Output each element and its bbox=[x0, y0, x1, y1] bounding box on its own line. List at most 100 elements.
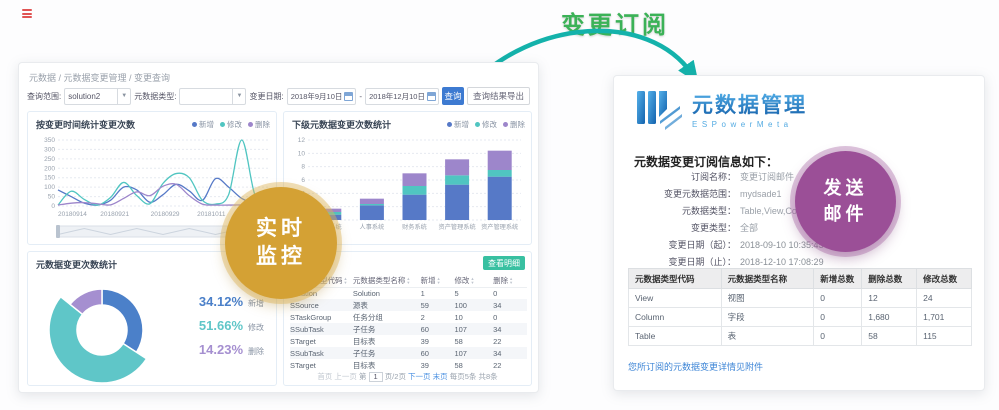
date-separator: - bbox=[359, 91, 363, 101]
chevron-down-icon: ▼ bbox=[232, 88, 245, 104]
calendar-icon bbox=[344, 91, 354, 101]
page-title: 变更订阅 bbox=[561, 12, 669, 39]
send-mail-badge: 发送 邮件 bbox=[795, 151, 896, 252]
donut-chart-card: 元数据变更次数统计 34.12% 新增 51.66% 修改 14.23% 删除 bbox=[27, 251, 277, 386]
table-row: Column 字段 0 1,680 1,701 bbox=[628, 307, 972, 327]
prev-page-link[interactable]: 上一页 bbox=[334, 372, 357, 381]
report-heading: 元数据变更订阅信息如下： bbox=[634, 155, 779, 169]
legend-item[interactable]: 修改 bbox=[475, 119, 497, 130]
legend-dot-icon bbox=[503, 122, 508, 127]
date-label: 变更日期: bbox=[249, 91, 284, 101]
type-select[interactable]: ▼ bbox=[179, 87, 247, 105]
legend-dot-icon bbox=[192, 122, 197, 127]
table-row: SSubTask 子任务 60 107 34 bbox=[290, 323, 527, 335]
table-row: STarget 目标表 39 58 22 bbox=[290, 336, 502, 346]
table-row: SolutionSolution150 bbox=[290, 288, 498, 298]
stat-row: 14.23% 删除 bbox=[198, 342, 264, 357]
svg-text:150: 150 bbox=[44, 175, 55, 182]
svg-text:20180929: 20180929 bbox=[151, 211, 180, 218]
stat-row: 51.66% 修改 bbox=[198, 318, 264, 333]
calendar-icon bbox=[426, 91, 436, 101]
pagination: 首页 上一页 第 页/2页 下一页 末页 每页5条 共8条 bbox=[284, 371, 531, 382]
svg-text:财务系统: 财务系统 bbox=[402, 223, 427, 231]
last-page-link[interactable]: 末页 bbox=[432, 372, 448, 381]
subscription-fields: 订阅名称： 变更订阅邮件变更元数据范围： mydsade1 元数据类型： Table,V… bbox=[628, 171, 824, 273]
field-row: 订阅名称： 变更订阅邮件 bbox=[690, 172, 795, 182]
first-page-link[interactable]: 首页 bbox=[317, 372, 333, 381]
sort-icon: ▲ ▼ bbox=[509, 276, 514, 285]
column-header[interactable]: 删除▲ ▼ bbox=[493, 274, 527, 288]
chart-legend: 新增 修改 删除 bbox=[192, 119, 270, 130]
line-chart-card: 按变更时间统计变更次数 新增 修改 删除 0 50 100 150 200 250 300 350… bbox=[27, 111, 277, 245]
view-detail-button[interactable]: 查看明细 bbox=[483, 256, 525, 270]
table-row: STarget 目标表 39 58 22 bbox=[290, 360, 502, 370]
legend-item[interactable]: 删除 bbox=[248, 119, 270, 130]
menu-icon[interactable] bbox=[22, 9, 32, 20]
per-page-text: 每页5条 bbox=[449, 372, 477, 381]
svg-text:300: 300 bbox=[44, 146, 55, 153]
export-results-button[interactable]: 查询结果导出 bbox=[466, 87, 530, 105]
logo-subtitle: ESPowerMeta bbox=[692, 120, 793, 129]
logo-title: 元数据管理 bbox=[692, 89, 807, 119]
table-row: View 视图 0 12 24 bbox=[628, 288, 972, 308]
date-to-input[interactable]: 2018年12月10日 bbox=[365, 87, 439, 105]
field-row: 元数据类型： Table,View,Column bbox=[681, 206, 817, 216]
column-header[interactable]: 新增▲ ▼ bbox=[420, 274, 455, 288]
legend-dot-icon bbox=[248, 122, 253, 127]
scope-select[interactable]: solution2 ▼ bbox=[64, 87, 132, 105]
page-input[interactable] bbox=[368, 371, 383, 382]
svg-text:100: 100 bbox=[44, 184, 55, 191]
brush-handle[interactable] bbox=[56, 225, 60, 238]
donut-stats: 34.12% 新增 51.66% 修改 14.23% 删除 bbox=[187, 294, 264, 366]
date-from-input[interactable]: 2018年9月10日 bbox=[286, 87, 357, 105]
next-page-link[interactable]: 下一页 bbox=[408, 372, 431, 381]
table-row: Table 表 0 58 115 bbox=[628, 326, 972, 346]
type-label: 元数据类型: bbox=[134, 91, 177, 101]
email-report-panel: 元数据管理 ESPowerMeta 元数据变更订阅信息如下： 订阅名称： 变更订阅… bbox=[613, 75, 985, 391]
table-row: SSubTask 子任务 60 107 34 bbox=[290, 347, 527, 359]
total-text: 共8条 bbox=[478, 372, 498, 381]
table-row: SSource 源表 59 100 34 bbox=[290, 299, 527, 311]
field-row: 变更元数据范围： mydsade1 bbox=[663, 189, 782, 199]
summary-table: 元数据类型代码 元数据类型名称 新增总数 删除总数 修改总数 View 视图 0 12 24 Co… bbox=[628, 268, 972, 346]
legend-item[interactable]: 新增 bbox=[447, 119, 469, 130]
legend-item[interactable]: 修改 bbox=[220, 119, 242, 130]
svg-text:6: 6 bbox=[301, 177, 305, 184]
legend-dot-icon bbox=[447, 122, 452, 127]
change-table: 元数据类型代码▲▼元数据类型名称▲▼新增▲▼修改▲▼删除▲▼ SolutionS… bbox=[290, 274, 527, 371]
column-header[interactable]: 修改▲ ▼ bbox=[454, 274, 494, 288]
sort-icon: ▲ ▼ bbox=[343, 276, 348, 285]
sort-icon: ▲ ▼ bbox=[470, 276, 475, 285]
svg-text:12: 12 bbox=[298, 137, 306, 144]
scope-label: 查询范围: bbox=[27, 91, 62, 101]
svg-text:0: 0 bbox=[51, 203, 55, 210]
field-row: 变更日期（止）： 2018-12-10 17:08:29 bbox=[668, 257, 824, 267]
change-table-card: 变更情况 查看明细 元数据类型代码▲▼元数据类型名称▲▼新增▲▼修改▲▼删除▲▼… bbox=[283, 251, 532, 386]
column-header[interactable]: 元数据类型名称▲ ▼ bbox=[352, 274, 421, 288]
svg-text:资产管理系统: 资产管理系统 bbox=[481, 223, 518, 231]
column-header: 元数据类型名称 bbox=[720, 268, 815, 289]
field-row: 变更日期（起）： 2018-09-10 10:35:45 bbox=[668, 240, 824, 250]
chevron-down-icon: ▼ bbox=[117, 88, 130, 104]
chart-title: 下级元数据变更次数统计 bbox=[292, 120, 392, 130]
attachment-link[interactable]: 您所订阅的元数据变更详情见附件 bbox=[628, 362, 764, 372]
page-suffix: 页/2页 bbox=[384, 372, 406, 381]
chart-title: 元数据变更次数统计 bbox=[36, 260, 118, 270]
field-row: 变更类型： 全部 bbox=[690, 223, 759, 233]
table-row: STaskGroup 任务分组 2 10 0 bbox=[290, 312, 498, 322]
legend-item[interactable]: 新增 bbox=[192, 119, 214, 130]
svg-text:200: 200 bbox=[44, 165, 55, 172]
column-header: 删除总数 bbox=[861, 268, 918, 289]
logo: 元数据管理 ESPowerMeta bbox=[634, 88, 807, 130]
legend-dot-icon bbox=[220, 122, 225, 127]
page-prefix: 第 bbox=[359, 372, 367, 381]
query-button[interactable]: 查询 bbox=[441, 87, 464, 105]
svg-text:资产管理系统: 资产管理系统 bbox=[439, 223, 476, 231]
svg-text:20180921: 20180921 bbox=[100, 211, 129, 218]
column-header: 元数据类型代码 bbox=[628, 268, 722, 289]
svg-text:20181011: 20181011 bbox=[197, 211, 226, 218]
sort-icon: ▲ ▼ bbox=[436, 276, 441, 285]
breadcrumb: 元数据 / 元数据变更管理 / 变更查询 bbox=[29, 73, 171, 83]
svg-text:20180914: 20180914 bbox=[58, 211, 87, 218]
legend-item[interactable]: 删除 bbox=[503, 119, 525, 130]
